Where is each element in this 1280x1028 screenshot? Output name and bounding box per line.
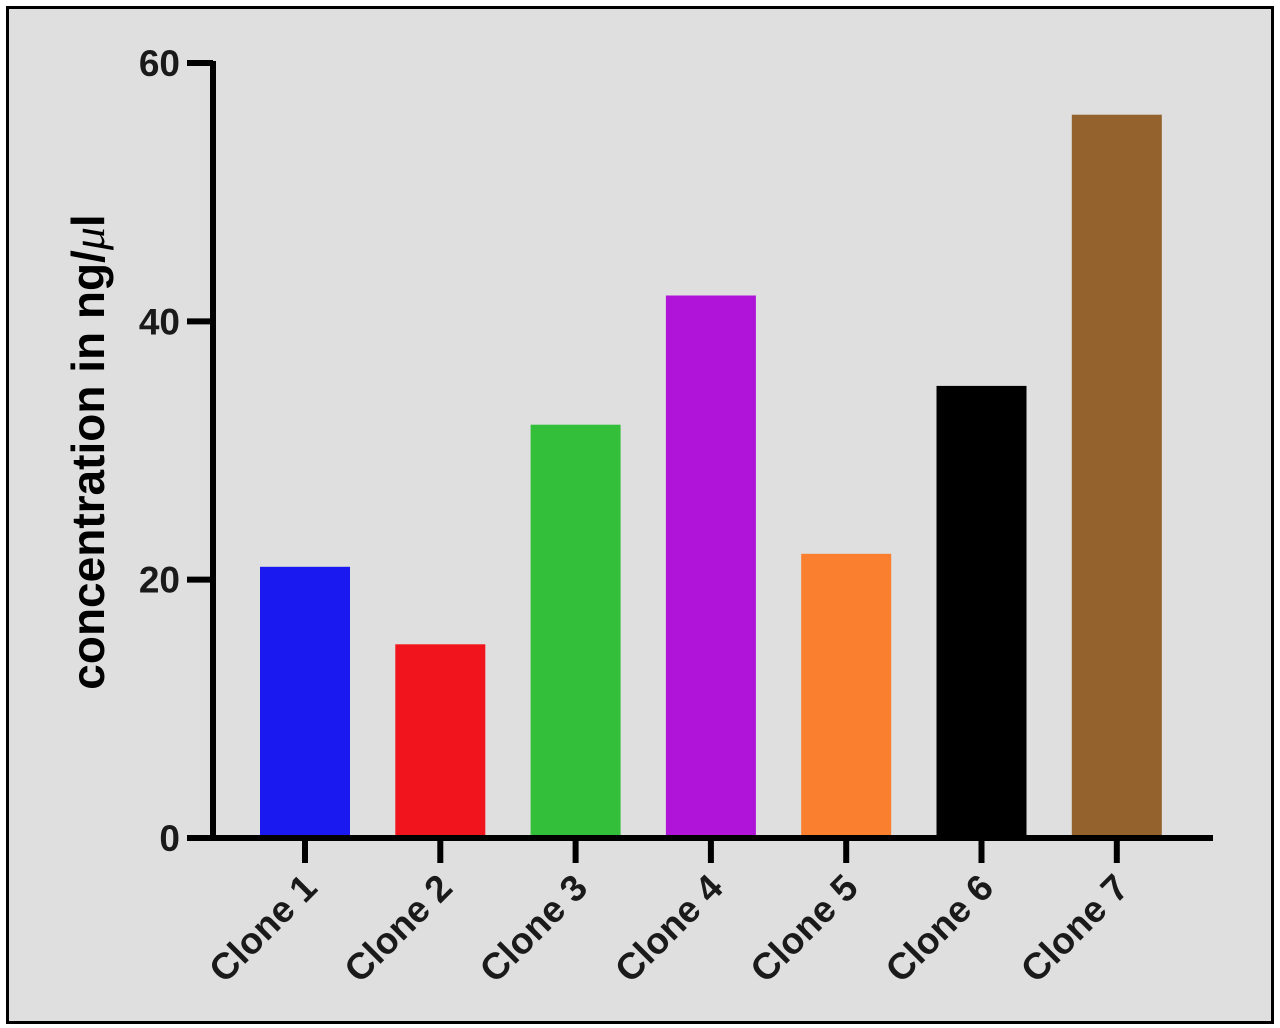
y-axis-title: concentration in ng/μl [62, 214, 114, 689]
x-tick-label-3: Clone 3 [472, 867, 595, 990]
y-tick-label-20: 20 [139, 560, 180, 601]
y-axis-title-mu: μ [63, 227, 114, 251]
bar-3 [530, 424, 621, 838]
bar-6 [936, 385, 1027, 838]
bar-1 [260, 566, 350, 839]
bar-2 [395, 644, 486, 839]
bar-4 [665, 295, 756, 838]
x-tick-label-2: Clone 2 [336, 867, 459, 990]
chart-frame [6, 6, 1274, 1024]
bars-group [260, 114, 1162, 839]
x-tick-label-5: Clone 5 [742, 867, 865, 990]
y-tick-label-60: 60 [139, 43, 180, 84]
y-axis-title-text: concentration in ng/ [62, 250, 114, 690]
bar-7 [1071, 114, 1162, 838]
x-tick-label-1: Clone 1 [201, 867, 324, 990]
y-tick-label-40: 40 [139, 301, 180, 342]
x-tick-label-7: Clone 7 [1013, 867, 1136, 990]
x-tick-label-4: Clone 4 [607, 866, 731, 990]
bar-5 [801, 553, 892, 838]
y-axis-title-suffix: l [62, 214, 114, 227]
x-tick-label-6: Clone 6 [878, 867, 1001, 990]
y-tick-label-0: 0 [159, 818, 180, 859]
